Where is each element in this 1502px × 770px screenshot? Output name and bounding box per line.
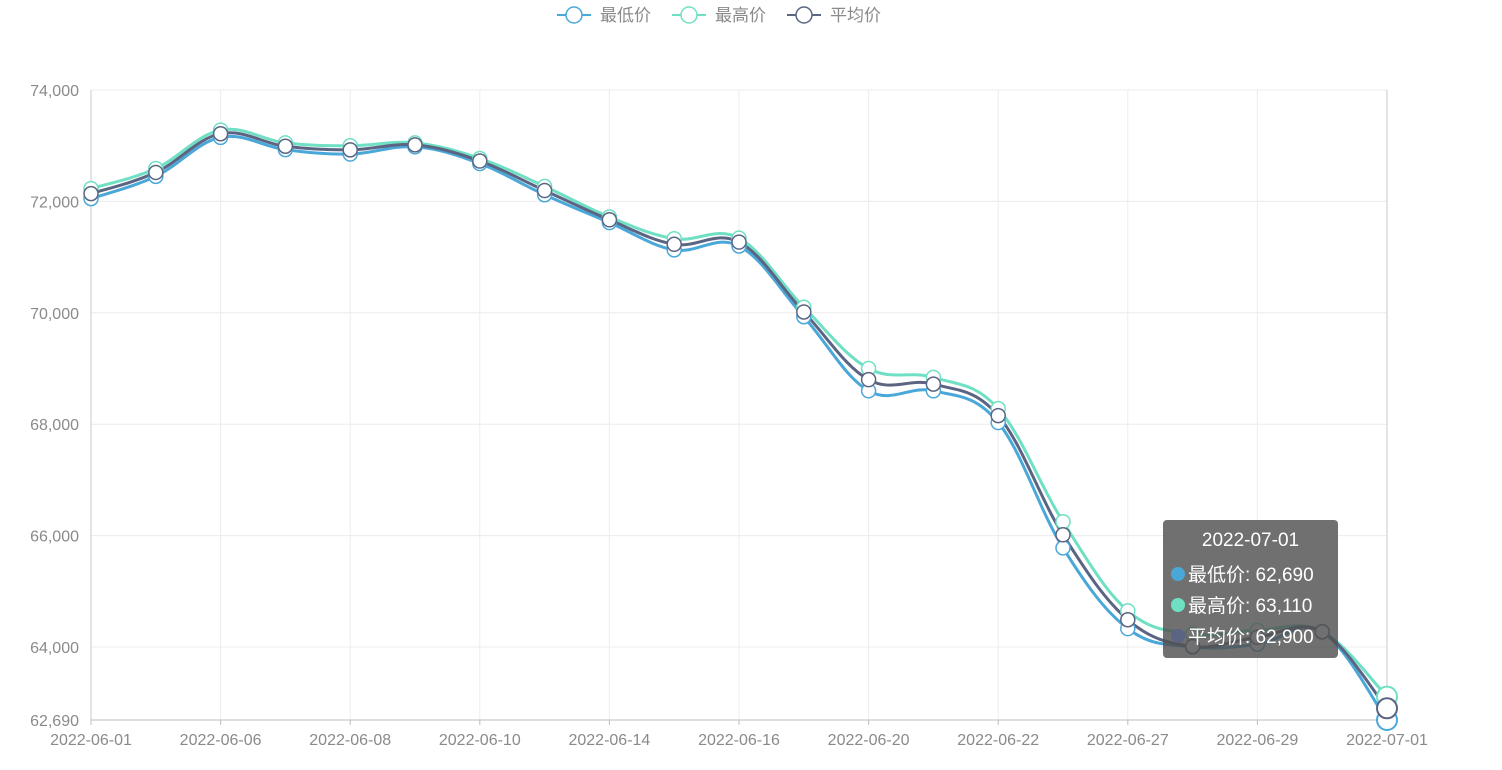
y-tick-label: 74,000	[30, 83, 79, 100]
y-tick-label: 64,000	[30, 640, 79, 657]
y-tick-label: 70,000	[30, 306, 79, 323]
legend-item-2: 平均价	[787, 6, 881, 25]
x-tick-label: 2022-06-16	[698, 732, 780, 749]
legend-label: 平均价	[830, 6, 881, 25]
tooltip-dot-high	[1171, 597, 1185, 612]
tooltip-dot-avg	[1171, 628, 1185, 643]
data-point	[731, 234, 747, 250]
y-tick-label: 68,000	[30, 417, 79, 434]
data-point	[148, 164, 164, 181]
legend-marker	[565, 6, 583, 24]
data-point	[1055, 513, 1071, 530]
tooltip-label-avg: 平均价: 62,900	[1188, 627, 1314, 648]
x-tick-label: 2022-06-06	[180, 732, 262, 749]
tooltip-row-avg: 平均价: 62,900	[1171, 620, 1330, 651]
data-point	[601, 212, 618, 228]
data-point	[1055, 527, 1071, 543]
legend-item-0: 最低价	[557, 6, 651, 25]
tooltip-row-high: 最高价: 63,110	[1171, 589, 1330, 620]
data-point	[472, 153, 488, 169]
y-tick-label: 72,000	[30, 194, 79, 211]
axes: 62,690 64,000 66,000 68,000 70,000 72,000 74,0…	[30, 83, 1428, 749]
data-point	[666, 236, 682, 253]
data-point	[1055, 540, 1071, 556]
y-tick-label: 66,000	[30, 529, 79, 546]
data-point	[990, 407, 1006, 424]
x-tick-label: 2022-06-29	[1216, 732, 1298, 749]
x-tick-label: 2022-07-01	[1346, 732, 1428, 749]
tooltip-row-low: 最低价: 62,690	[1171, 558, 1330, 589]
data-point	[342, 142, 358, 158]
data-point	[536, 182, 553, 199]
data-point	[925, 376, 942, 392]
x-tick-label: 2022-06-14	[568, 732, 650, 749]
legend-marker	[795, 6, 813, 24]
data-point	[277, 138, 294, 155]
x-tick-label: 2022-06-10	[439, 732, 521, 749]
data-point	[212, 125, 229, 142]
x-tick-label: 2022-06-08	[309, 732, 391, 749]
tooltip-label-low: 最低价: 62,690	[1188, 565, 1314, 586]
data-point	[83, 185, 99, 202]
x-tick-label: 2022-06-22	[957, 732, 1039, 749]
x-tick-label: 2022-06-27	[1087, 732, 1169, 749]
tooltip-dot-low	[1171, 566, 1185, 581]
y-tick-label: 62,690	[30, 713, 79, 730]
tooltip-label-high: 最高价: 63,110	[1188, 596, 1313, 617]
legend-label: 最低价	[600, 6, 651, 25]
tooltip-title: 2022-07-01	[1201, 530, 1300, 551]
legend-marker	[680, 6, 698, 24]
legend[interactable]: 最低价 最高价 平均价	[557, 6, 881, 25]
data-point	[1376, 697, 1398, 720]
legend-item-1: 最高价	[672, 6, 766, 25]
legend-label: 最高价	[715, 6, 766, 25]
x-tick-label: 2022-06-20	[828, 732, 910, 749]
x-tick-label: 2022-06-01	[50, 732, 132, 749]
data-point	[860, 371, 877, 388]
tooltip: 2022-07-01 最低价: 62,690 最高价: 63,110 平均价: …	[1163, 520, 1338, 658]
data-point	[407, 137, 423, 153]
data-point	[1120, 611, 1136, 628]
data-point	[796, 304, 812, 320]
